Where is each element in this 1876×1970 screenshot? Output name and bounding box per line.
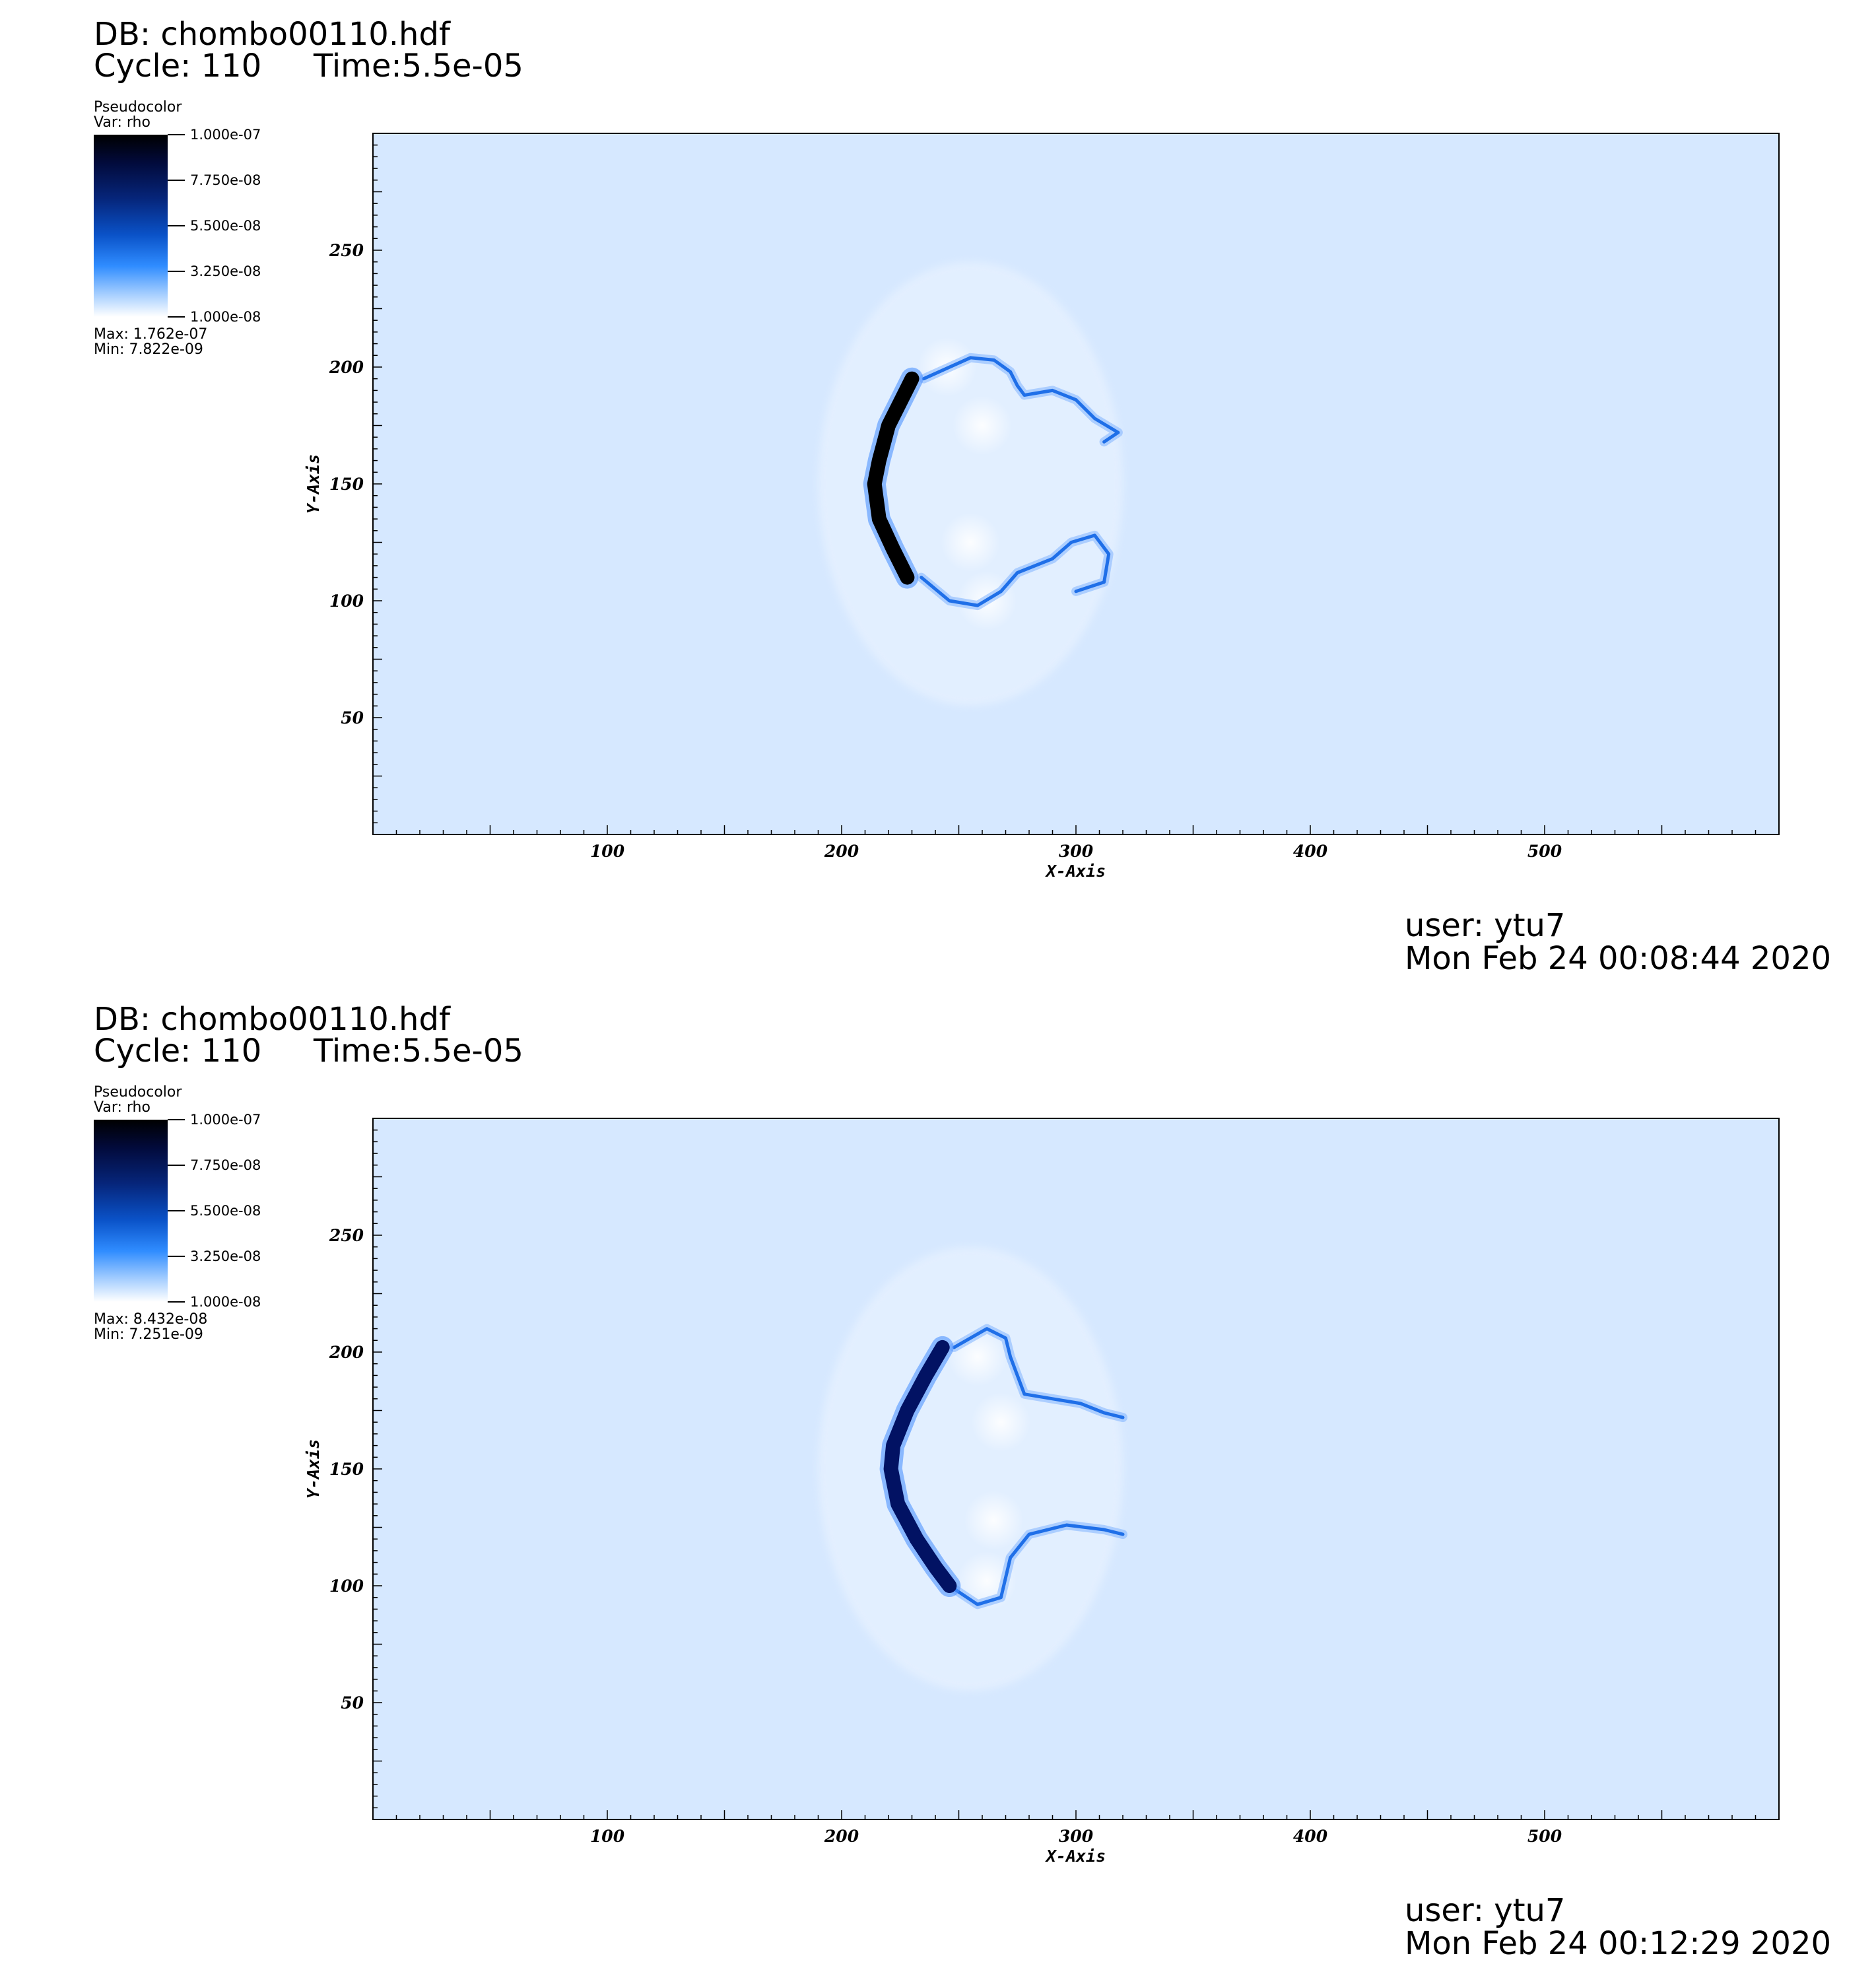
y-tick-label: 100 [329, 1577, 364, 1596]
colorbar-tick [168, 1119, 185, 1120]
y-axis-label: Y-Axis [304, 454, 323, 514]
density-halo [818, 1246, 1123, 1691]
colorbar-tick [168, 316, 185, 318]
colorbar [94, 135, 168, 317]
y-tick-label: 250 [329, 1226, 364, 1245]
vortex-core [941, 512, 1001, 572]
colorbar [94, 1120, 168, 1302]
colorbar-label: 5.500e-08 [190, 1203, 261, 1219]
colorbar-label: 1.000e-07 [190, 1112, 261, 1128]
filament [921, 356, 1120, 444]
colorbar-tick [168, 271, 185, 272]
colorbar-tick [168, 1210, 185, 1211]
vortex-core [953, 395, 1012, 456]
colorbar-tick [168, 1165, 185, 1166]
cycle-label: Cycle: 110 [94, 48, 262, 85]
legend-title: Pseudocolor [94, 1084, 182, 1101]
x-axis-label: X-Axis [1045, 1847, 1106, 1866]
filament [947, 1523, 1125, 1606]
db-label: DB: chombo00110.hdf [94, 16, 450, 53]
legend-min: Min: 7.822e-09 [94, 341, 203, 358]
colorbar-label: 1.000e-08 [190, 1294, 261, 1310]
y-tick-label: 200 [329, 1343, 364, 1362]
legend-var: Var: rho [94, 1099, 151, 1116]
user-label: user: ytu7 [1405, 1892, 1566, 1929]
legend-max: Max: 1.762e-07 [94, 326, 208, 343]
x-tick-label: 400 [1293, 1827, 1328, 1846]
y-tick-label: 250 [329, 241, 364, 260]
colorbar-label: 1.000e-07 [190, 127, 261, 143]
x-tick-label: 300 [1059, 1827, 1094, 1846]
y-tick-label: 150 [329, 475, 364, 494]
legend-min: Min: 7.251e-09 [94, 1326, 203, 1343]
x-tick-label: 200 [824, 842, 859, 861]
colorbar-tick [168, 1301, 185, 1303]
plot-panel-1: DB: chombo00110.hdf Cycle: 110 Time:5.5e… [94, 16, 1832, 977]
legend-title: Pseudocolor [94, 99, 182, 116]
y-axis-label: Y-Axis [304, 1439, 323, 1499]
cycle-label: Cycle: 110 [94, 1033, 262, 1070]
y-tick-label: 100 [329, 592, 364, 611]
date-label: Mon Feb 24 00:08:44 2020 [1405, 940, 1832, 977]
colorbar-label: 7.750e-08 [190, 172, 261, 188]
legend-var: Var: rho [94, 114, 151, 131]
y-tick-label: 50 [341, 708, 364, 728]
user-label: user: ytu7 [1405, 907, 1566, 944]
time-label: Time:5.5e-05 [314, 1033, 523, 1070]
shock-front [867, 371, 920, 585]
colorbar-label: 3.250e-08 [190, 263, 261, 279]
date-label: Mon Feb 24 00:12:29 2020 [1405, 1925, 1832, 1962]
time-label: Time:5.5e-05 [314, 48, 523, 85]
colorbar-tick [168, 225, 185, 226]
vortex-core [971, 1392, 1031, 1452]
x-tick-label: 100 [590, 1827, 625, 1846]
colorbar-label: 5.500e-08 [190, 218, 261, 234]
colorbar-label: 3.250e-08 [190, 1248, 261, 1264]
colorbar-label: 7.750e-08 [190, 1157, 261, 1173]
vortex-core [964, 1490, 1024, 1550]
shock-front [883, 1340, 957, 1593]
x-tick-label: 400 [1293, 842, 1328, 861]
heatmap-plot: 100 200 300 400 500 50 100 150 200 250 X-Axis Y-Axi… [304, 133, 1780, 881]
y-tick-label: 200 [329, 358, 364, 377]
x-tick-label: 200 [824, 1827, 859, 1846]
x-tick-label: 300 [1059, 842, 1094, 861]
x-axis-label: X-Axis [1045, 862, 1106, 881]
colorbar-tick [168, 1256, 185, 1257]
legend-max: Max: 8.432e-08 [94, 1311, 208, 1328]
y-tick-label: 50 [341, 1693, 364, 1713]
x-tick-label: 100 [590, 842, 625, 861]
plot-panel-2: DB: chombo00110.hdf Cycle: 110 Time:5.5e… [0, 985, 1876, 1970]
heatmap-plot: 100 200 300 400 500 50 100 150 200 250 X-Axis Y-Axi… [304, 1118, 1780, 1866]
y-tick-label: 150 [329, 1460, 364, 1479]
x-tick-label: 500 [1527, 842, 1562, 861]
colorbar-label: 1.000e-08 [190, 309, 261, 325]
colorbar-tick [168, 180, 185, 181]
density-halo [818, 261, 1123, 706]
colorbar-tick [168, 134, 185, 135]
filament [952, 1327, 1125, 1419]
x-tick-label: 500 [1527, 1827, 1562, 1846]
db-label: DB: chombo00110.hdf [94, 1001, 450, 1038]
filament [920, 533, 1111, 607]
